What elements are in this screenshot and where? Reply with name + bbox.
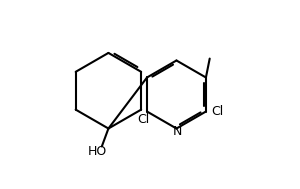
Text: Cl: Cl [211, 105, 224, 118]
Text: Cl: Cl [137, 113, 149, 125]
Text: HO: HO [88, 145, 107, 158]
Text: N: N [173, 125, 182, 138]
